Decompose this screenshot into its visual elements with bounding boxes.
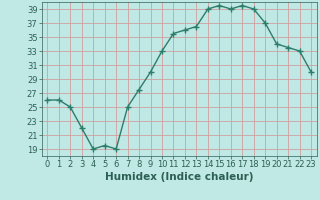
X-axis label: Humidex (Indice chaleur): Humidex (Indice chaleur) xyxy=(105,172,253,182)
